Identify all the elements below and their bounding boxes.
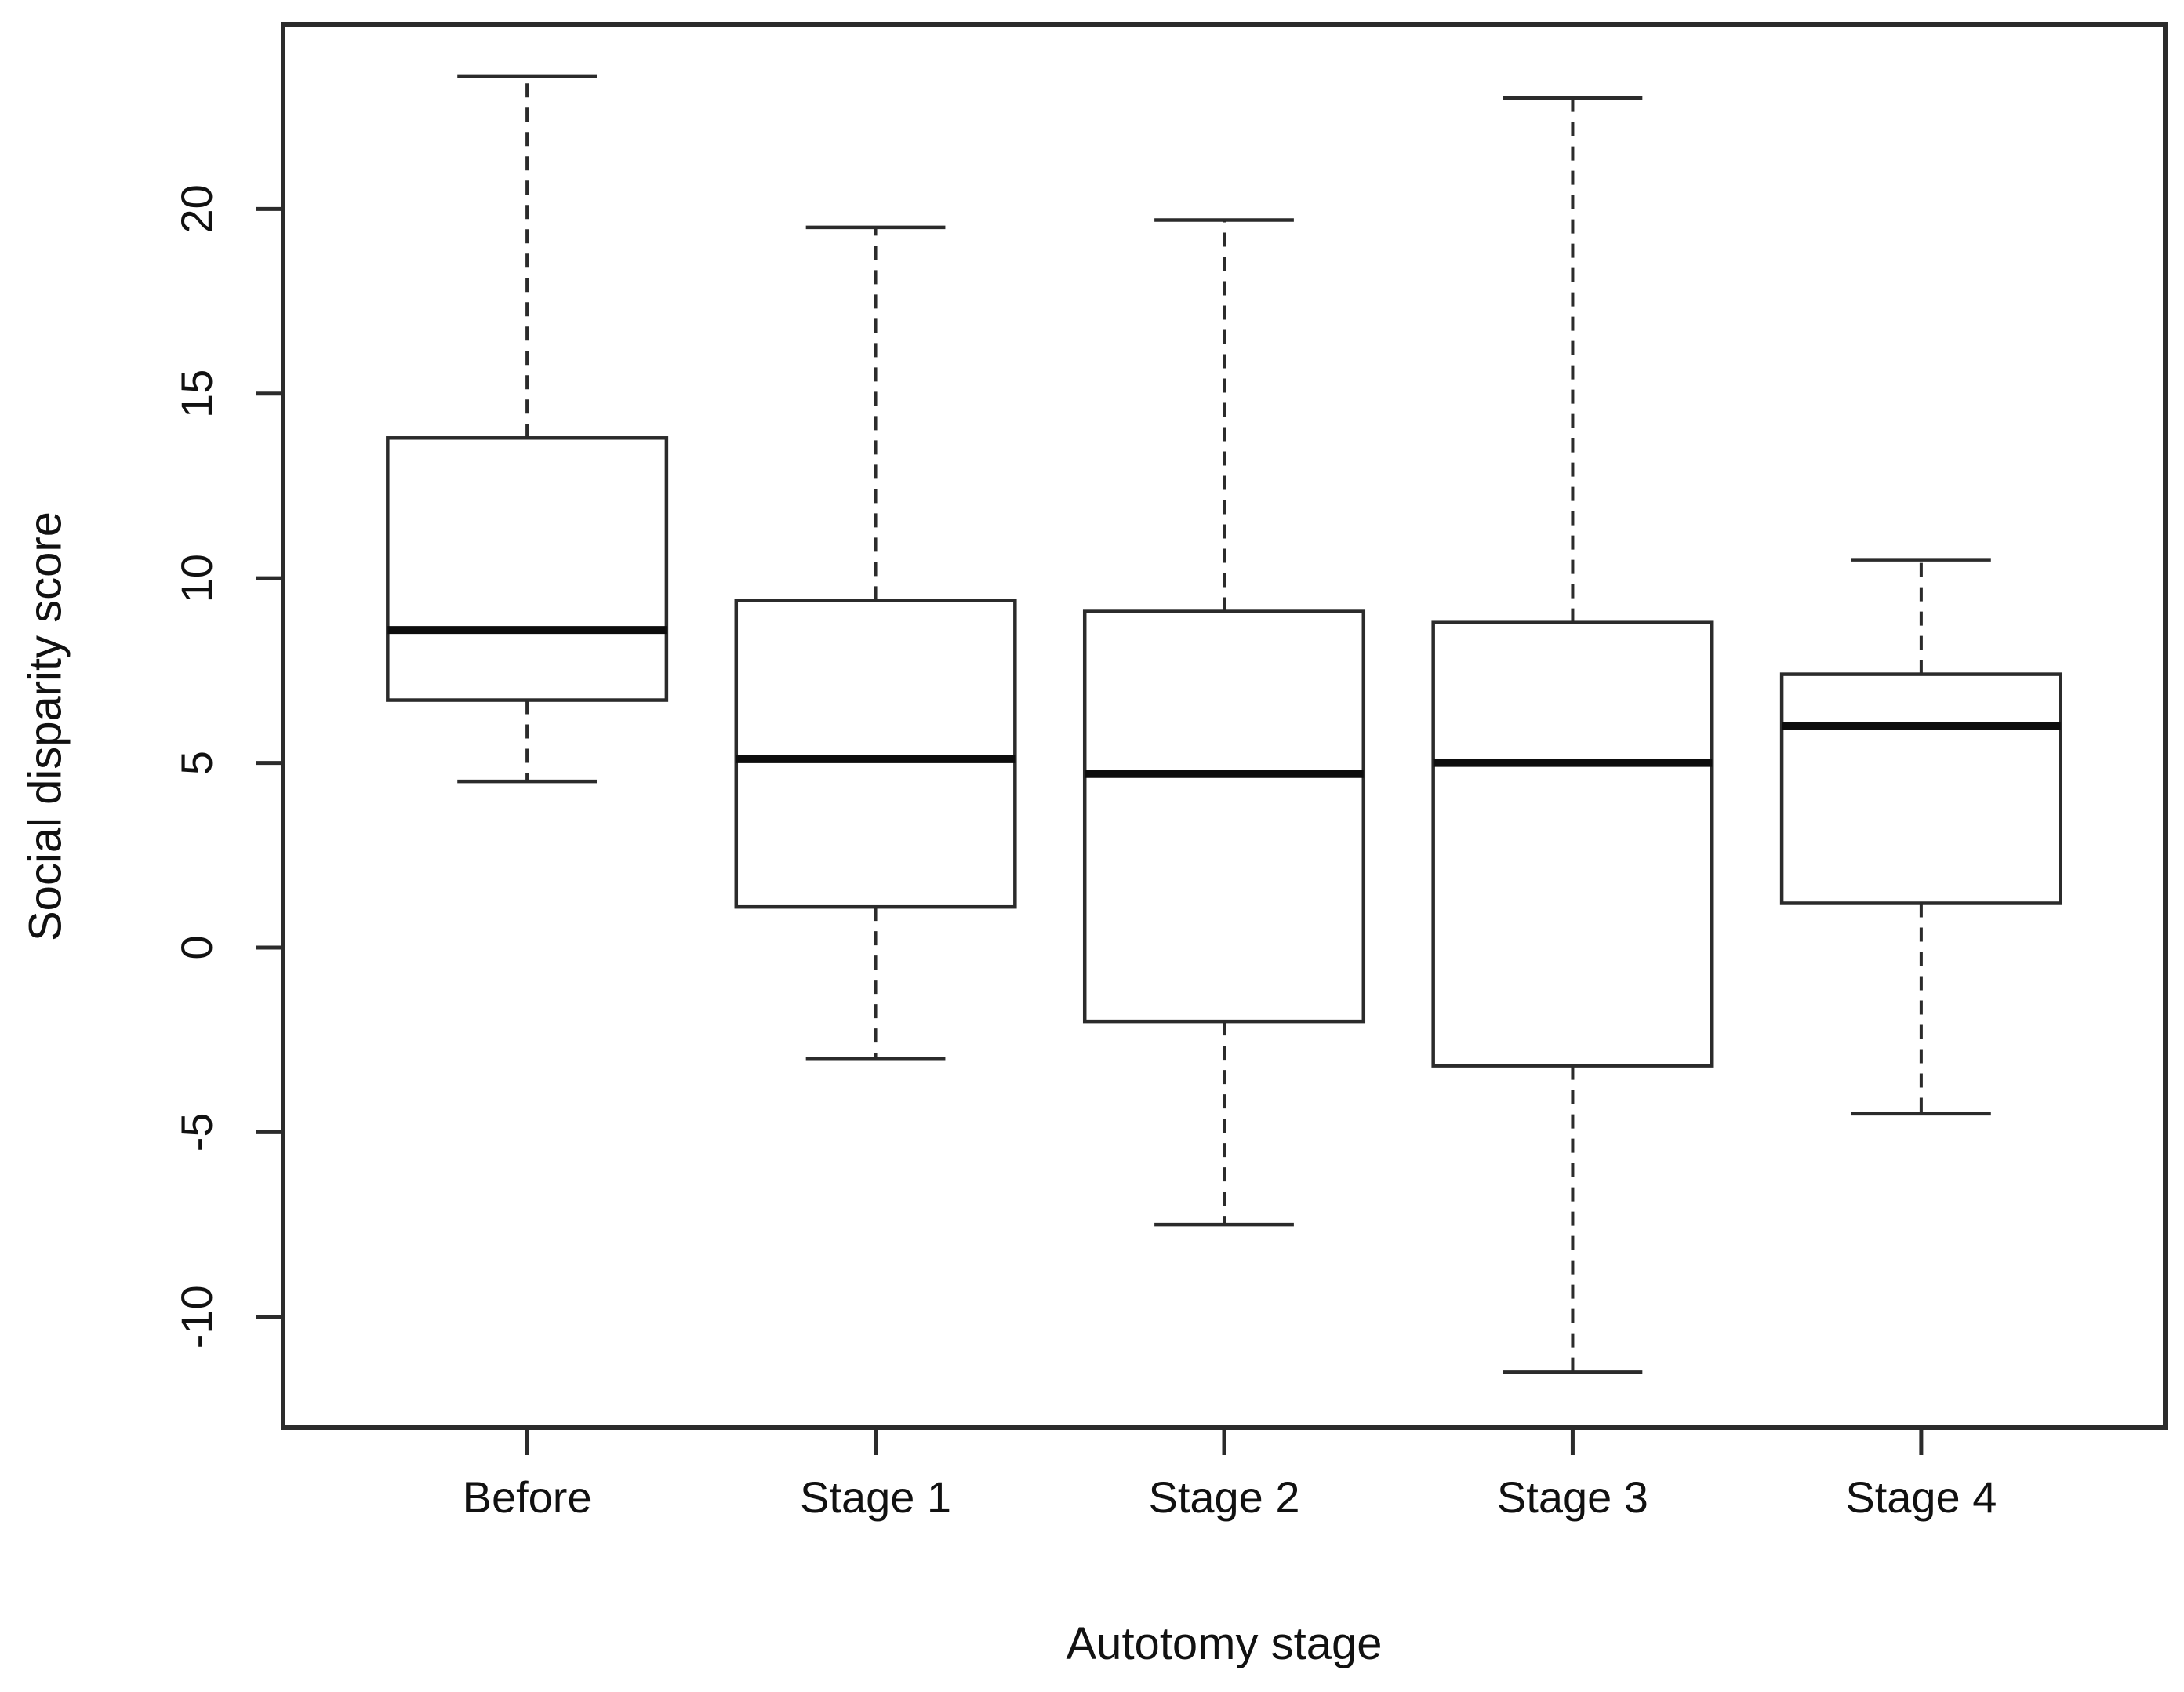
y-tick-label: 5 xyxy=(172,751,221,775)
y-tick-label: 0 xyxy=(172,935,221,959)
iqr-box xyxy=(1431,620,1714,1068)
y-tick-label: 20 xyxy=(172,184,221,233)
y-axis-label: Social disparity score xyxy=(20,511,71,941)
y-tick-label: -10 xyxy=(172,1285,221,1348)
y-tick-label: 10 xyxy=(172,554,221,602)
x-tick-label: Stage 1 xyxy=(800,1472,951,1522)
x-axis-label: Autotomy stage xyxy=(1066,1618,1383,1669)
iqr-box xyxy=(1779,672,2062,905)
y-tick-label: 15 xyxy=(172,369,221,418)
y-tick-label: -5 xyxy=(172,1112,221,1152)
x-tick-label: Stage 4 xyxy=(1845,1472,1997,1522)
x-tick-label: Stage 2 xyxy=(1148,1472,1299,1522)
x-tick-label: Stage 3 xyxy=(1497,1472,1648,1522)
iqr-box xyxy=(734,599,1017,909)
iqr-box xyxy=(1082,609,1366,1024)
iqr-box xyxy=(386,436,669,702)
x-tick-label: Before xyxy=(463,1472,592,1522)
